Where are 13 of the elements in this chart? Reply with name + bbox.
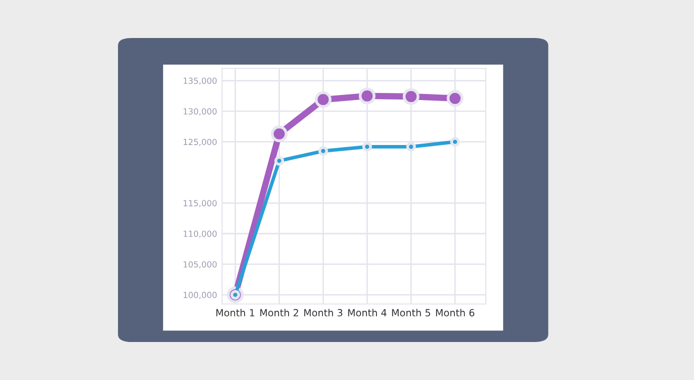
- y-tick-label: 130,000: [184, 108, 217, 116]
- y-tick-label: 110,000: [184, 230, 217, 238]
- x-tick-label: Month 6: [436, 308, 474, 316]
- y-tick-label: 135,000: [184, 78, 217, 85]
- y-tick-label: 125,000: [184, 138, 217, 146]
- y-tick-label: 100,000: [184, 292, 217, 299]
- x-tick-label: Month 3: [304, 308, 342, 316]
- x-tick-label: Month 2: [260, 308, 298, 316]
- x-tick-label: Month 5: [392, 308, 430, 316]
- x-tick-label: Month 4: [348, 308, 386, 316]
- x-tick-label: Month 1: [216, 308, 254, 316]
- y-tick-label: 115,000: [184, 200, 217, 208]
- y-tick-label: 105,000: [184, 261, 217, 268]
